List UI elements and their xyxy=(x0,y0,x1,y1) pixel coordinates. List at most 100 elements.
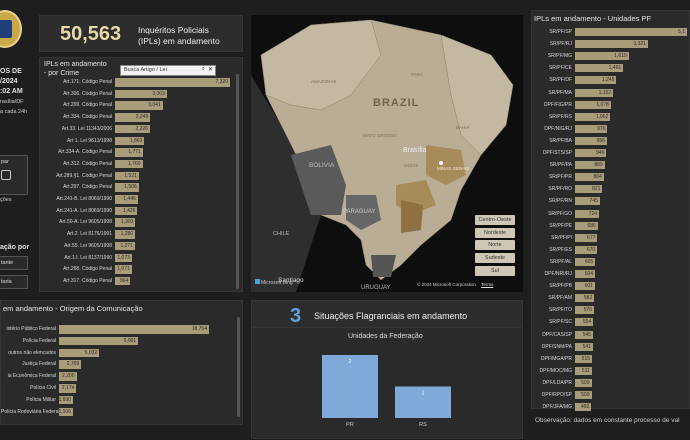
bar[interactable]: 5,032 xyxy=(59,348,100,358)
terms-link[interactable]: Terms xyxy=(481,282,494,287)
uf-bar-rs[interactable] xyxy=(395,386,451,419)
bar-label: SR/PF/RN xyxy=(548,198,572,205)
option-prioritaria[interactable]: taria xyxy=(0,275,28,289)
bar-value: 1,303 xyxy=(120,219,134,226)
region-button-sudeste[interactable]: Sudeste xyxy=(475,253,515,263)
update-label: par xyxy=(1,159,9,165)
bar-value: 601 xyxy=(584,283,593,290)
bar[interactable]: 1,062 xyxy=(575,112,611,121)
bar[interactable]: 541 xyxy=(575,342,593,351)
bar-value: 1,271 xyxy=(120,242,133,249)
brazil-map[interactable] xyxy=(251,15,523,292)
bar[interactable]: 582 xyxy=(575,294,595,303)
bar[interactable]: 1,521 xyxy=(115,171,139,181)
bar[interactable]: 605 xyxy=(575,257,596,266)
bar-label: Art.299. Código Penal xyxy=(63,102,112,109)
bar[interactable]: 3,041 xyxy=(115,101,163,110)
bar-value: 5,1 xyxy=(678,29,685,35)
bar[interactable]: 1,461 xyxy=(575,64,624,73)
bar[interactable]: 821 xyxy=(575,185,603,194)
bar-label: Art.2. Lei 8176/1991 xyxy=(66,231,112,238)
bar-label: SR/PF/BA xyxy=(549,137,572,144)
bar[interactable]: 3,321 xyxy=(575,40,648,49)
origin-scrollbar[interactable] xyxy=(237,317,240,417)
bar[interactable]: 2,249 xyxy=(115,113,151,122)
bar[interactable]: 2,769 xyxy=(59,360,82,369)
bar-value: 686 xyxy=(587,222,596,229)
uf-bar-pr[interactable] xyxy=(322,355,378,418)
bing-icon xyxy=(255,279,260,284)
map-visual[interactable]: BRAZIL BOLIVIA PARAGUAY CHILE URUGUAY Sa… xyxy=(251,15,523,292)
bar[interactable]: 1,271 xyxy=(115,241,135,251)
bar[interactable]: 1,506 xyxy=(115,183,139,192)
bar[interactable]: 976 xyxy=(575,124,608,133)
bar[interactable]: 2,226 xyxy=(115,124,150,134)
bar[interactable]: 3,303 xyxy=(115,89,167,99)
bar[interactable]: 1,078 xyxy=(575,100,611,109)
bar[interactable]: 1,446 xyxy=(115,195,138,204)
bar[interactable]: 1,771 xyxy=(115,148,143,157)
bar-label: Art.171. Código Penal xyxy=(63,79,112,85)
bar[interactable]: 7,320 xyxy=(115,78,230,87)
crime-scrollbar[interactable] xyxy=(236,74,239,289)
option-importante[interactable]: tante xyxy=(0,256,28,270)
bar[interactable]: 2,174 xyxy=(59,384,77,393)
bar[interactable]: 18,764 xyxy=(59,325,209,334)
bar-label: SR/PF/GO xyxy=(548,210,572,217)
bar[interactable]: 1,619 xyxy=(575,52,629,61)
bar-value: 1,521 xyxy=(124,172,137,179)
bar-value: 889 xyxy=(594,162,603,169)
bar-value: 1,760 xyxy=(128,160,141,167)
crime-search-input[interactable]: Busca Artigo / Lei ⌕ ✕ xyxy=(120,65,216,76)
bar[interactable]: 1,303 xyxy=(115,218,136,227)
bar-value: 821 xyxy=(592,186,601,193)
bar[interactable]: 724 xyxy=(575,209,600,218)
bar[interactable]: 1,071 xyxy=(115,265,132,274)
bar[interactable]: 576 xyxy=(575,306,595,315)
bar[interactable]: 604 xyxy=(575,270,596,278)
bar[interactable]: 946 xyxy=(575,149,607,157)
region-button-centro-oeste[interactable]: Centro-Oeste xyxy=(475,215,515,225)
bar[interactable]: 1,106 xyxy=(58,407,73,417)
bar[interactable]: 1,073 xyxy=(115,253,132,262)
bar[interactable]: 1,152 xyxy=(575,88,614,97)
bar[interactable]: 1,280 xyxy=(115,230,136,239)
bar[interactable]: 864 xyxy=(575,173,604,182)
bar-value: 500 xyxy=(581,379,590,386)
bar[interactable]: 686 xyxy=(575,221,598,230)
region-button-nordeste[interactable]: Nordeste xyxy=(475,228,515,238)
bar[interactable]: 500 xyxy=(575,378,592,387)
bar[interactable]: 889 xyxy=(575,161,605,170)
bar[interactable]: 670 xyxy=(575,245,598,254)
update-button[interactable]: par xyxy=(0,155,28,195)
bar[interactable]: 511 xyxy=(575,366,592,375)
bar-label: SR/PF/MA xyxy=(548,89,572,96)
bar[interactable]: 956 xyxy=(575,136,607,145)
region-button-sul[interactable]: Sul xyxy=(475,266,515,276)
clear-icon[interactable]: ✕ xyxy=(207,67,213,73)
region-button-norte[interactable]: Norte xyxy=(475,240,515,250)
bar[interactable]: 964 xyxy=(115,276,131,286)
bar[interactable]: 500 xyxy=(575,391,592,399)
bar[interactable]: 677 xyxy=(575,233,598,242)
bar[interactable]: 554 xyxy=(575,318,594,327)
bar-value: 1,152 xyxy=(598,89,612,96)
bar[interactable]: 5,1 xyxy=(575,28,687,36)
bar[interactable]: 2,200 xyxy=(59,372,77,381)
bar[interactable]: 1,249 xyxy=(575,76,617,85)
bar[interactable]: 1,760 xyxy=(115,159,143,169)
bar[interactable]: 1,863 xyxy=(115,136,145,145)
bar[interactable]: 1,426 xyxy=(115,206,138,216)
map-label-goias: GOIÁS xyxy=(404,163,419,168)
bar[interactable]: 1,690 xyxy=(58,395,73,405)
sidebar-line: :02 AM xyxy=(0,88,23,95)
search-icon[interactable]: ⌕ xyxy=(201,66,205,72)
bar[interactable]: 9,901 xyxy=(59,336,139,346)
bar[interactable]: 601 xyxy=(575,282,595,291)
bar-label: SR/PF/DF xyxy=(549,77,572,84)
bar[interactable]: 745 xyxy=(575,197,600,206)
bar[interactable]: 545 xyxy=(575,330,594,339)
bar-label: DPF/NIG/RJ xyxy=(544,125,572,132)
bar[interactable]: 515 xyxy=(575,354,593,363)
bar[interactable]: 492 xyxy=(575,403,592,412)
